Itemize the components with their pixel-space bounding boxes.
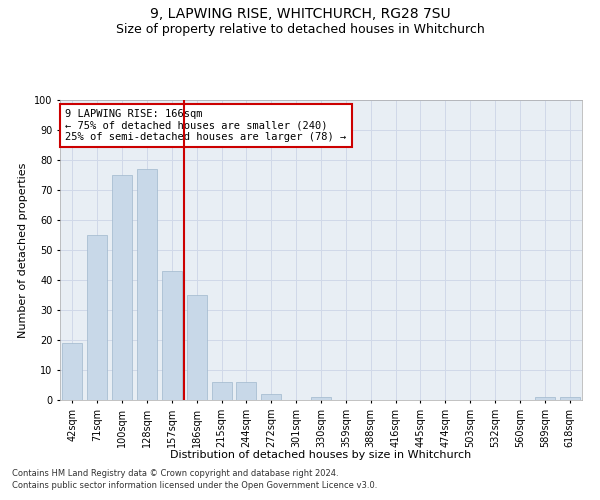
Text: 9 LAPWING RISE: 166sqm
← 75% of detached houses are smaller (240)
25% of semi-de: 9 LAPWING RISE: 166sqm ← 75% of detached… (65, 109, 346, 142)
Bar (212, 382, 232, 400)
Bar (236, 382, 256, 400)
Text: Contains public sector information licensed under the Open Government Licence v3: Contains public sector information licen… (12, 481, 377, 490)
Bar (62, 343, 82, 400)
Bar (137, 169, 157, 400)
Text: Size of property relative to detached houses in Whitchurch: Size of property relative to detached ho… (116, 22, 484, 36)
Bar (560, 397, 580, 400)
Bar (88, 235, 107, 400)
Y-axis label: Number of detached properties: Number of detached properties (19, 162, 28, 338)
Bar (112, 175, 132, 400)
Bar (535, 397, 554, 400)
Bar (187, 295, 206, 400)
Text: 9, LAPWING RISE, WHITCHURCH, RG28 7SU: 9, LAPWING RISE, WHITCHURCH, RG28 7SU (149, 8, 451, 22)
Bar (311, 397, 331, 400)
Text: Contains HM Land Registry data © Crown copyright and database right 2024.: Contains HM Land Registry data © Crown c… (12, 468, 338, 477)
Bar (162, 271, 182, 400)
Text: Distribution of detached houses by size in Whitchurch: Distribution of detached houses by size … (170, 450, 472, 460)
Bar (262, 394, 281, 400)
